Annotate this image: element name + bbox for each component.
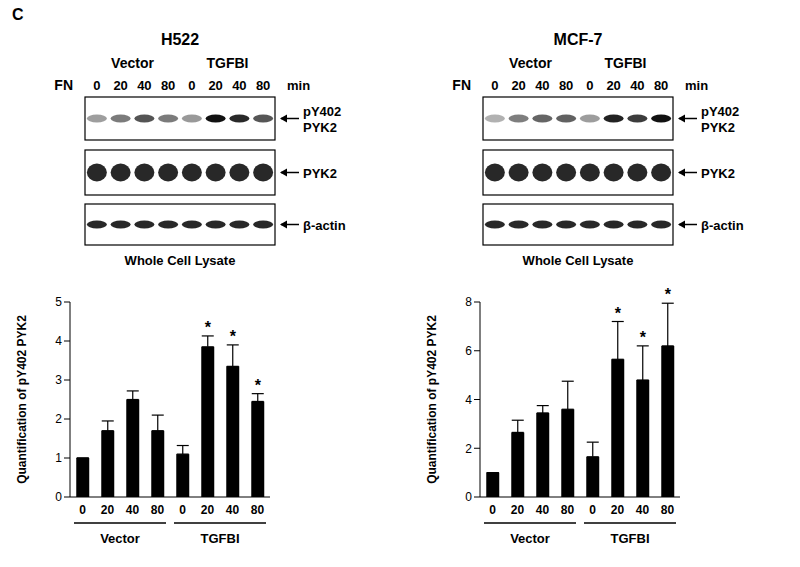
svg-text:MCF-7: MCF-7 (554, 31, 603, 48)
svg-text:0: 0 (489, 503, 496, 517)
svg-text:20: 20 (101, 503, 115, 517)
svg-text:20: 20 (511, 78, 525, 93)
svg-text:40: 40 (536, 503, 550, 517)
svg-text:40: 40 (232, 78, 246, 93)
svg-text:FN: FN (452, 77, 471, 93)
svg-text:pY402PYK2: pY402PYK2 (303, 104, 341, 135)
svg-text:80: 80 (654, 78, 668, 93)
svg-text:20: 20 (511, 503, 525, 517)
svg-text:TGFBI: TGFBI (611, 531, 650, 546)
svg-text:4: 4 (465, 393, 472, 407)
svg-text:min: min (685, 78, 708, 93)
svg-text:20: 20 (606, 78, 620, 93)
svg-text:Vector: Vector (509, 55, 552, 71)
svg-text:min: min (287, 78, 310, 93)
svg-text:Vector: Vector (510, 531, 550, 546)
svg-text:H522: H522 (161, 31, 199, 48)
svg-text:FN: FN (54, 77, 73, 93)
svg-text:3: 3 (55, 373, 62, 387)
svg-text:20: 20 (208, 78, 222, 93)
svg-text:2: 2 (55, 412, 62, 426)
svg-text:40: 40 (126, 503, 140, 517)
svg-text:Whole Cell Lysate: Whole Cell Lysate (523, 253, 634, 268)
svg-text:20: 20 (201, 503, 215, 517)
svg-text:80: 80 (559, 78, 573, 93)
svg-text:1: 1 (55, 451, 62, 465)
svg-text:Quantification of pY402 PYK2: Quantification of pY402 PYK2 (15, 315, 29, 484)
svg-text:*: * (640, 329, 647, 346)
svg-text:0: 0 (589, 503, 596, 517)
svg-text:0: 0 (55, 490, 62, 504)
svg-text:Vector: Vector (100, 531, 140, 546)
svg-text:6: 6 (465, 344, 472, 358)
svg-text:Quantification of pY402 PYK2: Quantification of pY402 PYK2 (425, 315, 439, 484)
svg-text:*: * (665, 286, 672, 303)
svg-text:40: 40 (137, 78, 151, 93)
svg-text:0: 0 (188, 78, 195, 93)
svg-text:2: 2 (465, 442, 472, 456)
svg-text:*: * (615, 305, 622, 322)
svg-text:40: 40 (636, 503, 650, 517)
svg-text:0: 0 (491, 78, 498, 93)
svg-text:8: 8 (465, 295, 472, 309)
svg-text:4: 4 (55, 334, 62, 348)
svg-text:C: C (12, 6, 24, 23)
svg-text:80: 80 (161, 78, 175, 93)
svg-text:0: 0 (586, 78, 593, 93)
svg-text:PYK2: PYK2 (303, 166, 337, 181)
svg-text:0: 0 (465, 490, 472, 504)
svg-text:40: 40 (226, 503, 240, 517)
svg-text:80: 80 (256, 78, 270, 93)
svg-text:0: 0 (179, 503, 186, 517)
svg-text:5: 5 (55, 295, 62, 309)
svg-text:*: * (255, 377, 262, 394)
svg-text:80: 80 (151, 503, 165, 517)
svg-text:β-actin: β-actin (303, 218, 346, 233)
svg-text:*: * (205, 319, 212, 336)
svg-text:0: 0 (93, 78, 100, 93)
svg-text:Vector: Vector (111, 55, 154, 71)
svg-text:80: 80 (661, 503, 675, 517)
svg-text:Whole Cell Lysate: Whole Cell Lysate (125, 253, 236, 268)
svg-text:β-actin: β-actin (701, 218, 744, 233)
svg-text:pY402PYK2: pY402PYK2 (701, 104, 739, 135)
svg-text:0: 0 (79, 503, 86, 517)
svg-text:40: 40 (535, 78, 549, 93)
svg-text:*: * (230, 328, 237, 345)
svg-text:TGFBI: TGFBI (605, 55, 647, 71)
svg-text:20: 20 (611, 503, 625, 517)
svg-text:TGFBI: TGFBI (201, 531, 240, 546)
svg-text:40: 40 (630, 78, 644, 93)
svg-text:80: 80 (561, 503, 575, 517)
svg-text:20: 20 (113, 78, 127, 93)
svg-text:80: 80 (251, 503, 265, 517)
svg-text:PYK2: PYK2 (701, 166, 735, 181)
svg-text:TGFBI: TGFBI (207, 55, 249, 71)
